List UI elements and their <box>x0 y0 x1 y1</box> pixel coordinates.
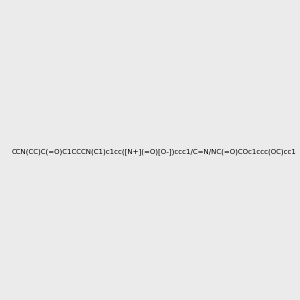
Text: CCN(CC)C(=O)C1CCCN(C1)c1cc([N+](=O)[O-])ccc1/C=N/NC(=O)COc1ccc(OC)cc1: CCN(CC)C(=O)C1CCCN(C1)c1cc([N+](=O)[O-])… <box>11 148 296 155</box>
